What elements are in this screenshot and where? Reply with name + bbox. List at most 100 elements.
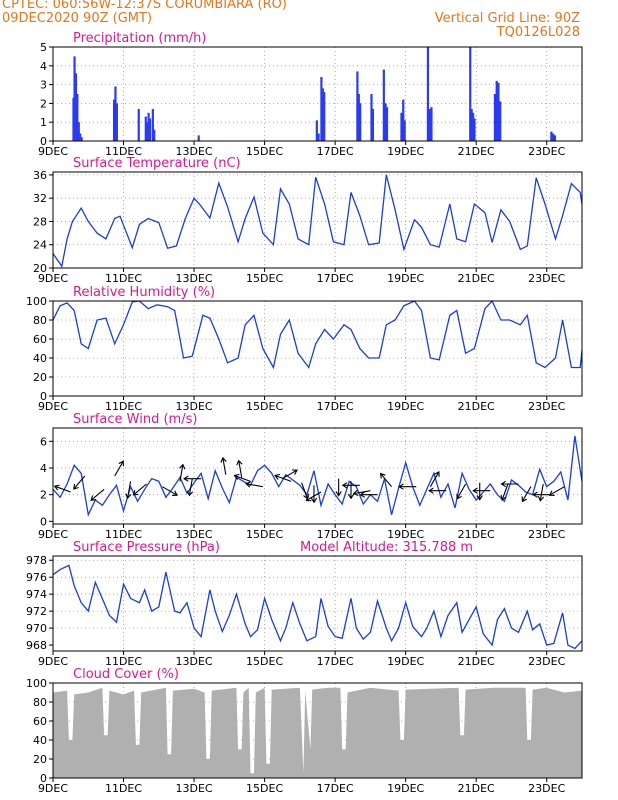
wind-arrow: [429, 471, 440, 487]
panel-title: Surface Temperature (nC): [73, 156, 241, 171]
wind-arrow: [549, 486, 565, 496]
x-tick-label: 19DEC: [387, 528, 424, 541]
wind-arrow: [179, 464, 184, 482]
precip-bar: [357, 94, 360, 141]
x-tick-label: 23DEC: [528, 655, 565, 668]
y-tick-label: 0: [40, 390, 47, 403]
precip-bar: [497, 82, 500, 141]
y-tick-label: 60: [33, 715, 47, 728]
wind-arrow: [114, 461, 124, 477]
y-tick-label: 20: [33, 371, 47, 384]
precip-bar: [315, 120, 318, 141]
precip-bar: [115, 103, 118, 141]
precip-bar: [74, 73, 78, 141]
x-tick-label: 15DEC: [246, 655, 283, 668]
x-tick-label: 17DEC: [317, 272, 354, 285]
wind-arrow: [54, 485, 71, 493]
y-tick-label: 28: [33, 215, 47, 228]
x-tick-label: 13DEC: [176, 145, 213, 158]
wind-arrow-head: [186, 490, 194, 497]
precip-bar: [430, 107, 433, 141]
panel-title: Cloud Cover (%): [73, 667, 179, 682]
y-tick-label: 976: [26, 571, 47, 584]
y-tick-label: 2: [40, 489, 47, 502]
x-tick-label: 11DEC: [105, 528, 142, 541]
x-tick-label: 13DEC: [176, 782, 213, 795]
x-tick-label: 11DEC: [105, 272, 142, 285]
x-tick-label: 13DEC: [176, 655, 213, 668]
x-tick-label: 13DEC: [176, 528, 213, 541]
panel-title: Surface Wind (m/s): [73, 412, 197, 427]
y-tick-label: 974: [26, 588, 47, 601]
y-tick-label: 80: [33, 696, 47, 709]
precip-bar: [402, 99, 405, 141]
wind-arrow: [90, 488, 105, 501]
x-tick-label: 15DEC: [246, 272, 283, 285]
y-tick-label: 1: [40, 116, 47, 129]
x-tick-label: 9DEC: [38, 782, 68, 795]
panel-title: Relative Humidity (%): [73, 285, 215, 300]
y-tick-label: 100: [26, 677, 47, 690]
x-tick-label: 17DEC: [317, 782, 354, 795]
precip-bar: [499, 101, 502, 141]
wind-arrow-head: [179, 463, 186, 470]
wind-arrow-head: [73, 484, 79, 490]
wind-arrow-head: [183, 475, 189, 482]
x-tick-label: 21DEC: [458, 655, 495, 668]
x-tick-label: 17DEC: [317, 400, 354, 413]
precip-bar: [320, 77, 323, 141]
x-tick-label: 11DEC: [105, 782, 142, 795]
y-tick-label: 40: [33, 352, 47, 365]
precip-bar: [77, 122, 80, 141]
wind-arrow: [274, 475, 292, 482]
wind-arrow-head: [476, 495, 483, 501]
wind-arrow: [127, 481, 132, 499]
x-tick-label: 15DEC: [246, 782, 283, 795]
header-line2-right: TQ0126L028: [496, 25, 580, 40]
y-tick-label: 3: [40, 79, 47, 92]
x-tick-label: 19DEC: [387, 272, 424, 285]
wind-arrow-head: [347, 493, 355, 500]
x-tick-label: 15DEC: [246, 145, 283, 158]
wind-arrow-head: [500, 480, 506, 488]
precip-bar: [370, 94, 373, 141]
panel-frame: [52, 427, 583, 525]
wind-arrow-head: [398, 483, 404, 490]
y-tick-label: 968: [26, 639, 47, 652]
precip-bar: [471, 112, 475, 141]
wind-arrow: [301, 482, 308, 499]
model-altitude-label: Model Altitude: 315.788 m: [300, 540, 473, 555]
y-tick-label: 40: [33, 734, 47, 747]
x-tick-label: 13DEC: [176, 272, 213, 285]
panel-title: Precipitation (mm/h): [73, 31, 206, 46]
y-tick-label: 978: [26, 554, 47, 567]
y-tick-label: 60: [33, 333, 47, 346]
x-tick-label: 11DEC: [105, 655, 142, 668]
wind-arrow-head: [291, 469, 298, 475]
precip-bar: [151, 109, 154, 141]
series-line: [52, 435, 583, 517]
precip-bar: [112, 99, 116, 141]
y-tick-label: 20: [33, 753, 47, 766]
wind-arrow: [501, 483, 509, 501]
wind-arrow: [521, 486, 532, 502]
wind-arrow-head: [500, 494, 507, 501]
precip-bar: [321, 88, 324, 141]
wind-arrow-head: [537, 495, 545, 502]
wind-arrow: [222, 457, 227, 475]
wind-arrow-head: [434, 471, 440, 477]
wind-arrow-head: [335, 491, 342, 497]
wind-arrow-head: [90, 495, 97, 501]
x-tick-label: 17DEC: [317, 655, 354, 668]
wind-arrow-head: [236, 459, 243, 466]
precip-bar: [553, 135, 556, 141]
y-tick-label: 972: [26, 605, 47, 618]
precip-bar: [73, 56, 76, 141]
wind-arrow-head: [341, 482, 348, 489]
precip-bar: [146, 122, 149, 141]
series-line: [52, 564, 583, 650]
wind-arrow-head: [125, 493, 132, 500]
wind-arrow: [353, 490, 371, 495]
precip-bar: [147, 112, 150, 141]
wind-arrow-head: [428, 487, 434, 494]
